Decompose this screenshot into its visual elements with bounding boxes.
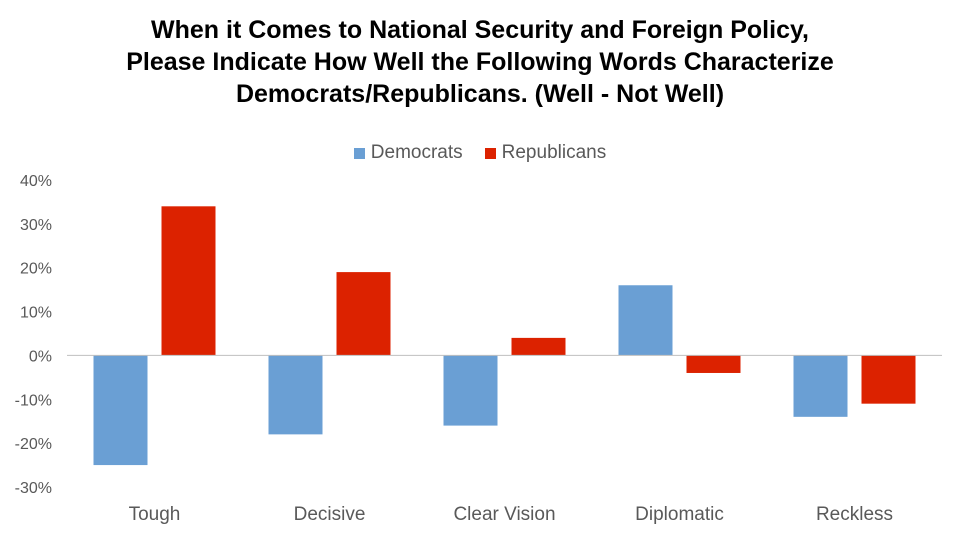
x-tick-label: Diplomatic [635,504,724,525]
x-tick-label: Clear Vision [453,504,555,525]
y-tick-label: 40% [20,173,52,190]
bar-republicans-reckless [861,355,916,404]
chart-title-line-1: When it Comes to National Security and F… [151,16,809,44]
bar-republicans-diplomatic [686,355,741,373]
y-tick-label: 0% [29,348,52,365]
y-tick-label: -10% [15,392,52,409]
legend-swatch-republicans [484,147,496,159]
bar-republicans-clear-vision [511,337,566,356]
y-tick-label: 30% [20,217,52,234]
y-tick-label: -20% [15,436,52,453]
chart-title-line-3: Democrats/Republicans. (Well - Not Well) [235,80,725,108]
legend-swatch-democrats [353,147,365,159]
legend-label-democrats: Democrats [370,142,463,163]
bar-democrats-decisive [268,355,323,435]
legend-item-democrats: Democrats [353,142,463,164]
x-tick-label: Reckless [816,504,893,525]
bar-republicans-tough [161,206,216,356]
chart-title: When it Comes to National Security and F… [0,14,960,110]
bar-republicans-decisive [336,272,391,356]
chart-legend: Democrats Republicans [0,142,960,164]
bar-democrats-tough [93,355,148,466]
y-tick-label: 10% [20,305,52,322]
bar-democrats-diplomatic [618,285,673,356]
legend-item-republicans: Republicans [484,142,607,164]
bar-democrats-reckless [793,355,848,417]
chart-title-line-2: Please Indicate How Well the Following W… [126,48,834,76]
bar-democrats-clear-vision [443,355,498,426]
y-tick-label: -30% [15,480,52,497]
legend-label-republicans: Republicans [501,142,607,163]
y-tick-label: 20% [20,261,52,278]
x-tick-label: Decisive [294,504,366,525]
x-tick-label: Tough [129,504,181,525]
